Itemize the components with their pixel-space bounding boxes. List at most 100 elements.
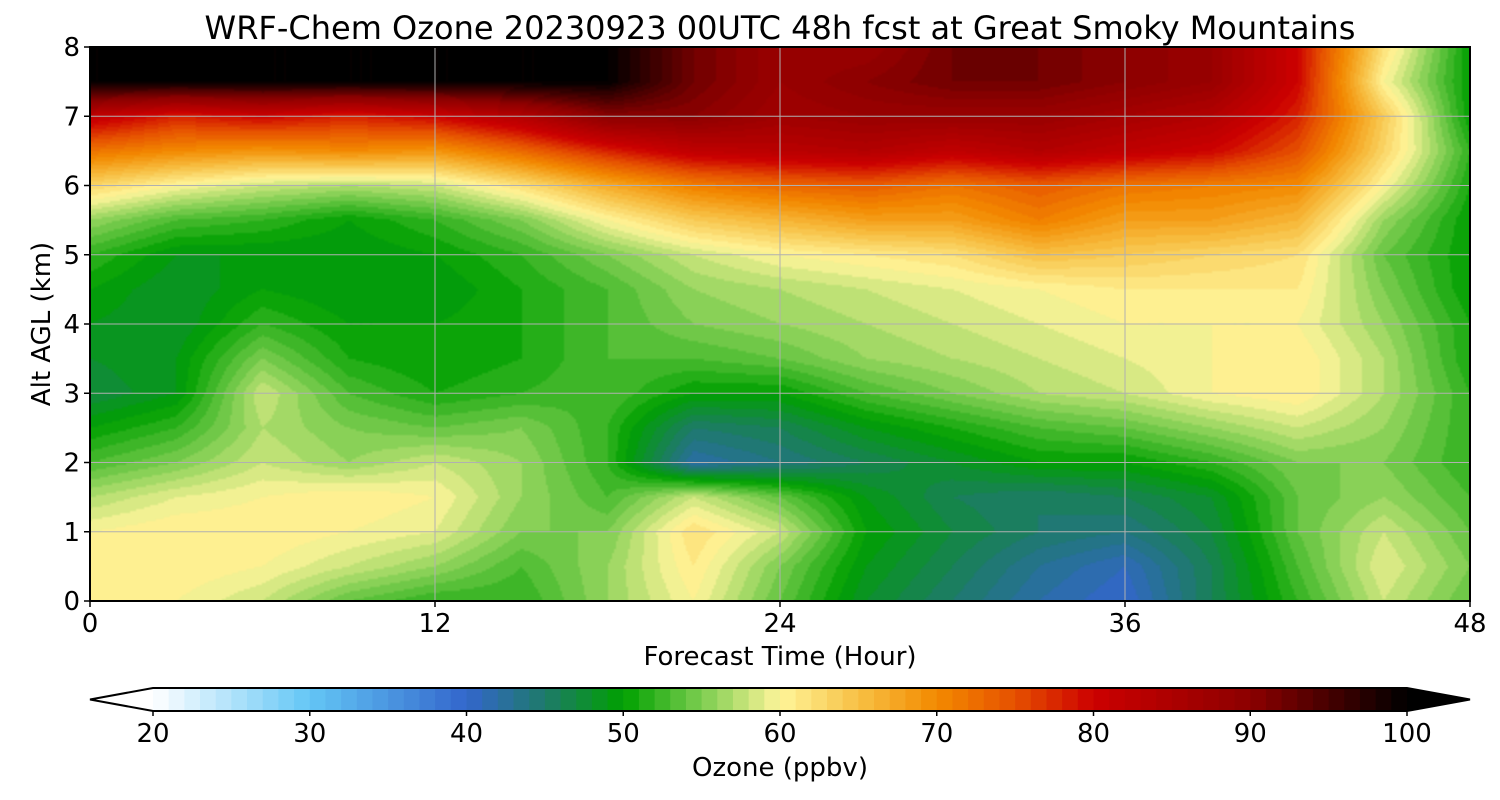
colorbar-cell bbox=[153, 688, 170, 711]
colorbar: 20 30 40 50 60 70 80 90 100 bbox=[89, 687, 1471, 749]
y-tick-label: 1 bbox=[63, 518, 80, 548]
colorbar-cell bbox=[215, 688, 232, 711]
colorbar-tick-label: 20 bbox=[136, 719, 169, 749]
x-axis-label: Forecast Time (Hour) bbox=[643, 642, 916, 672]
x-tick-label: 48 bbox=[1453, 609, 1486, 639]
colorbar-cell bbox=[388, 688, 405, 711]
y-tick-label: 4 bbox=[63, 310, 80, 340]
colorbar-cell bbox=[936, 688, 954, 711]
colorbar-cell bbox=[638, 688, 656, 711]
colorbar-cell bbox=[576, 688, 593, 711]
y-tick-label: 6 bbox=[63, 172, 80, 202]
colorbar-cell bbox=[497, 688, 515, 711]
colorbar-cell bbox=[1297, 688, 1314, 711]
colorbar-cell bbox=[1093, 688, 1110, 711]
colorbar-cell bbox=[952, 688, 969, 711]
colorbar-cell bbox=[905, 688, 922, 711]
x-axis: 0 12 24 36 48 bbox=[82, 601, 1487, 639]
x-tick-label: 0 bbox=[82, 609, 99, 639]
colorbar-cell bbox=[748, 688, 765, 711]
colorbar-cell bbox=[325, 688, 342, 711]
colorbar-cell bbox=[795, 688, 812, 711]
colorbar-cell bbox=[529, 688, 546, 711]
colorbar-cell bbox=[1156, 688, 1173, 711]
colorbar-cell bbox=[1077, 688, 1095, 711]
colorbar-cell bbox=[999, 688, 1016, 711]
colorbar-cell bbox=[1140, 688, 1157, 711]
colorbar-ticks: 20 30 40 50 60 70 80 90 100 bbox=[136, 711, 1432, 749]
chart-title: WRF-Chem Ozone 20230923 00UTC 48h fcst a… bbox=[204, 9, 1356, 47]
colorbar-cell bbox=[1281, 688, 1298, 711]
colorbar-cell bbox=[403, 688, 421, 711]
colorbar-cell bbox=[811, 688, 828, 711]
colorbar-cell bbox=[1218, 688, 1236, 711]
colorbar-cell bbox=[247, 688, 264, 711]
y-axis: 0 1 2 3 4 5 6 7 8 bbox=[63, 33, 90, 617]
colorbar-cell bbox=[1015, 688, 1032, 711]
colorbar-cell bbox=[419, 688, 436, 711]
colorbar-cell bbox=[435, 688, 452, 711]
colorbar-cell bbox=[983, 688, 1001, 711]
colorbar-cell bbox=[591, 688, 609, 711]
colorbar-cell bbox=[654, 688, 671, 711]
y-tick-label: 0 bbox=[63, 587, 80, 617]
y-axis-label: Alt AGL (km) bbox=[27, 242, 57, 406]
colorbar-cell bbox=[168, 688, 185, 711]
colorbar-cell bbox=[560, 688, 577, 711]
x-tick-label: 24 bbox=[763, 609, 796, 639]
colorbar-cell bbox=[466, 688, 483, 711]
colorbar-cell bbox=[842, 688, 859, 711]
x-tick-label: 12 bbox=[418, 609, 451, 639]
colorbar-tick-label: 40 bbox=[450, 719, 483, 749]
y-tick-label: 5 bbox=[63, 241, 80, 271]
colorbar-cell bbox=[858, 688, 875, 711]
colorbar-cell bbox=[1234, 688, 1251, 711]
colorbar-cell bbox=[1375, 688, 1392, 711]
colorbar-cell bbox=[1171, 688, 1189, 711]
y-tick-label: 7 bbox=[63, 102, 80, 132]
colorbar-tick-label: 90 bbox=[1234, 719, 1267, 749]
colorbar-cell bbox=[1328, 688, 1345, 711]
colorbar-label: Ozone (ppbv) bbox=[692, 753, 868, 783]
colorbar-cell bbox=[294, 688, 311, 711]
colorbar-cell bbox=[450, 688, 468, 711]
colorbar-cell bbox=[1265, 688, 1283, 711]
colorbar-cell bbox=[1391, 688, 1408, 711]
colorbar-cells bbox=[89, 687, 1471, 712]
colorbar-cell bbox=[874, 688, 891, 711]
colorbar-cell bbox=[262, 688, 279, 711]
colorbar-cell bbox=[309, 688, 327, 711]
colorbar-cell bbox=[717, 688, 734, 711]
colorbar-cell bbox=[607, 688, 624, 711]
colorbar-cell bbox=[1203, 688, 1220, 711]
colorbar-cell bbox=[921, 688, 938, 711]
colorbar-cell bbox=[513, 688, 530, 711]
y-tick-label: 8 bbox=[63, 33, 80, 63]
colorbar-cell bbox=[1030, 688, 1048, 711]
y-tick-label: 2 bbox=[63, 449, 80, 479]
colorbar-tick-label: 30 bbox=[293, 719, 326, 749]
colorbar-tick-label: 50 bbox=[607, 719, 640, 749]
colorbar-cell bbox=[701, 688, 718, 711]
colorbar-cell bbox=[278, 688, 295, 711]
colorbar-cell bbox=[341, 688, 358, 711]
colorbar-cell bbox=[889, 688, 906, 711]
colorbar-cell bbox=[764, 688, 781, 711]
colorbar-cell bbox=[231, 688, 248, 711]
colorbar-cell bbox=[1250, 688, 1267, 711]
colorbar-cell bbox=[968, 688, 985, 711]
colorbar-cell bbox=[1062, 688, 1079, 711]
colorbar-max-extend bbox=[1407, 688, 1470, 711]
colorbar-cell bbox=[1109, 688, 1126, 711]
colorbar-cell bbox=[1344, 688, 1361, 711]
colorbar-cell bbox=[827, 688, 844, 711]
colorbar-cell bbox=[372, 688, 389, 711]
grid-lines bbox=[90, 47, 1470, 601]
colorbar-tick-label: 60 bbox=[763, 719, 796, 749]
colorbar-cell bbox=[1359, 688, 1377, 711]
colorbar-cell bbox=[732, 688, 750, 711]
colorbar-cell bbox=[1046, 688, 1063, 711]
y-tick-label: 3 bbox=[63, 379, 80, 409]
colorbar-tick-label: 100 bbox=[1382, 719, 1432, 749]
